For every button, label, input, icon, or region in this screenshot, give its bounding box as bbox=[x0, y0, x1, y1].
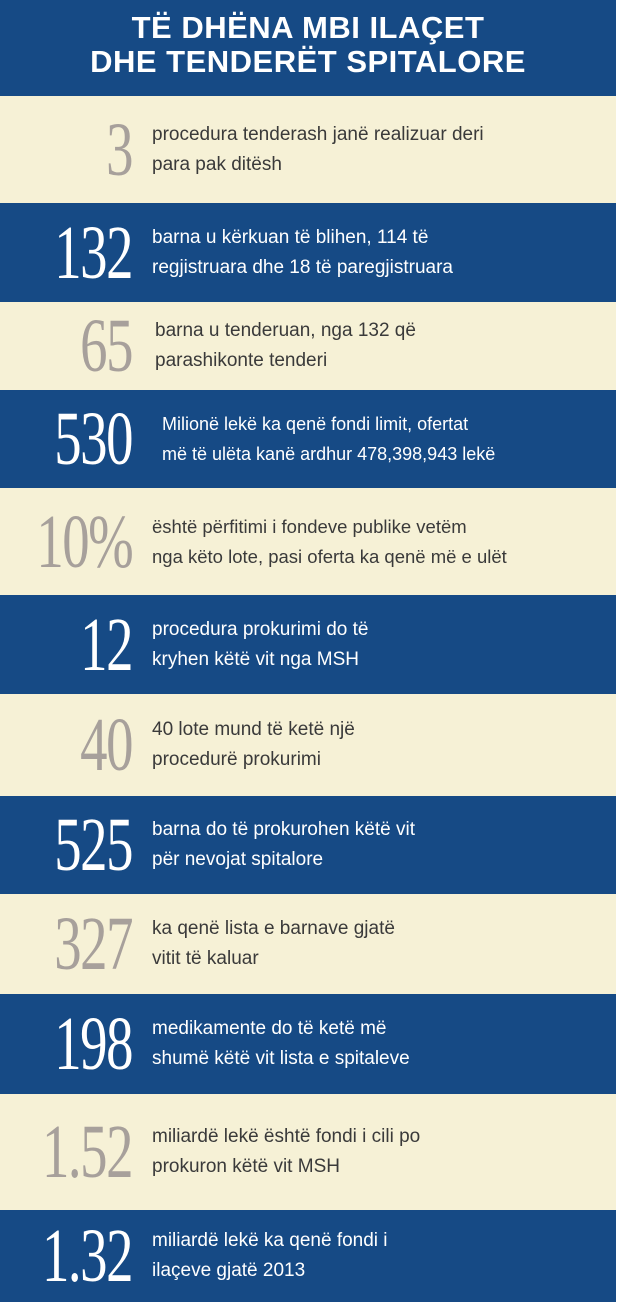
fact-line-2: për nevojat spitalore bbox=[152, 849, 324, 870]
fact-line-1: barna do të prokurohen këtë vit bbox=[152, 819, 416, 840]
fact-description: miliardë lekë ka qenë fondi i ilaçeve gj… bbox=[152, 1226, 388, 1286]
title-line-2: DHE TENDERËT SPITALORE bbox=[90, 44, 526, 79]
fact-line-1: miliardë lekë ka qenë fondi i bbox=[152, 1230, 388, 1251]
fact-description: miliardë lekë është fondi i cili po prok… bbox=[152, 1122, 420, 1182]
fact-line-1: ka qenë lista e barnave gjatë bbox=[152, 918, 395, 939]
fact-row: 530 Milionë lekë ka qenë fondi limit, of… bbox=[0, 390, 616, 488]
fact-line-2: kryhen këtë vit nga MSH bbox=[152, 648, 359, 670]
fact-row: 65 barna u tenderuan, nga 132 që parashi… bbox=[0, 302, 616, 390]
fact-number: 132 bbox=[54, 210, 133, 295]
title-line-1: TË DHËNA MBI ILAÇET bbox=[131, 10, 485, 45]
fact-line-2: prokuron këtë vit MSH bbox=[152, 1156, 340, 1177]
fact-row: 10% është përfitimi i fondeve publike ve… bbox=[0, 488, 616, 595]
fact-number: 198 bbox=[54, 1002, 133, 1086]
fact-line-1: barna u tenderuan, nga 132 që bbox=[155, 320, 416, 341]
fact-description: procedura tenderash janë realizuar deri … bbox=[152, 120, 484, 180]
fact-line-1: procedura tenderash janë realizuar deri bbox=[152, 123, 484, 145]
fact-line-2: shumë këtë vit lista e spitaleve bbox=[152, 1048, 410, 1069]
fact-row: 327 ka qenë lista e barnave gjatë vitit … bbox=[0, 894, 616, 994]
fact-number: 40 bbox=[80, 703, 133, 787]
fact-description: barna do të prokurohen këtë vit për nevo… bbox=[152, 815, 415, 875]
fact-row: 198 medikamente do të ketë më shumë këtë… bbox=[0, 994, 616, 1094]
fact-description: barna u kërkuan të blihen, 114 të regjis… bbox=[152, 223, 453, 283]
fact-line-1: është përfitimi i fondeve publike vetëm bbox=[152, 515, 467, 537]
fact-number: 10% bbox=[36, 499, 133, 584]
fact-row: 3 procedura tenderash janë realizuar der… bbox=[0, 96, 616, 203]
fact-row: 1.32 miliardë lekë ka qenë fondi i ilaçe… bbox=[0, 1210, 616, 1302]
fact-row: 12 procedura prokurimi do të kryhen këtë… bbox=[0, 595, 616, 694]
fact-line-2: parashikonte tenderi bbox=[155, 350, 328, 371]
fact-line-1: 40 lote mund të ketë një bbox=[152, 719, 355, 740]
fact-row: 132 barna u kërkuan të blihen, 114 të re… bbox=[0, 203, 616, 302]
fact-row: 1.52 miliardë lekë është fondi i cili po… bbox=[0, 1094, 616, 1210]
fact-line-1: medikamente do të ketë më bbox=[152, 1018, 387, 1039]
fact-line-1: miliardë lekë është fondi i cili po bbox=[152, 1126, 421, 1147]
fact-description: medikamente do të ketë më shumë këtë vit… bbox=[152, 1014, 410, 1074]
fact-description: barna u tenderuan, nga 132 që parashikon… bbox=[155, 316, 416, 376]
fact-number: 327 bbox=[54, 902, 133, 986]
fact-row: 40 40 lote mund të ketë një procedurë pr… bbox=[0, 694, 616, 796]
fact-number: 1.52 bbox=[42, 1110, 133, 1194]
fact-line-2: më të ulëta kanë ardhur 478,398,943 lekë bbox=[162, 444, 496, 464]
fact-description: është përfitimi i fondeve publike vetëm … bbox=[152, 512, 507, 572]
fact-description: Milionë lekë ka qenë fondi limit, oferta… bbox=[162, 409, 495, 469]
fact-line-2: nga këto lote, pasi oferta ka qenë më e … bbox=[152, 545, 507, 567]
fact-line-2: para pak ditësh bbox=[152, 153, 282, 175]
fact-number: 65 bbox=[80, 304, 133, 388]
fact-description: procedura prokurimi do të kryhen këtë vi… bbox=[152, 615, 369, 675]
fact-line-2: regjistruara dhe 18 të paregjistruara bbox=[152, 256, 454, 278]
fact-line-1: barna u kërkuan të blihen, 114 të bbox=[152, 226, 429, 248]
fact-number: 525 bbox=[54, 803, 133, 887]
fact-line-1: procedura prokurimi do të bbox=[152, 618, 369, 640]
fact-row: 525 barna do të prokurohen këtë vit për … bbox=[0, 796, 616, 894]
infographic-title: TË DHËNA MBI ILAÇET DHE TENDERËT SPITALO… bbox=[0, 0, 616, 96]
fact-number: 530 bbox=[54, 397, 133, 481]
fact-line-2: ilaçeve gjatë 2013 bbox=[152, 1260, 306, 1281]
fact-number: 1.32 bbox=[42, 1214, 133, 1298]
fact-number: 3 bbox=[106, 107, 133, 192]
fact-description: ka qenë lista e barnave gjatë vitit të k… bbox=[152, 914, 395, 974]
fact-line-2: procedurë prokurimi bbox=[152, 749, 321, 770]
fact-line-2: vitit të kaluar bbox=[152, 948, 259, 969]
fact-number: 12 bbox=[80, 602, 133, 687]
fact-line-1: Milionë lekë ka qenë fondi limit, oferta… bbox=[162, 414, 469, 434]
fact-description: 40 lote mund të ketë një procedurë proku… bbox=[152, 715, 355, 775]
